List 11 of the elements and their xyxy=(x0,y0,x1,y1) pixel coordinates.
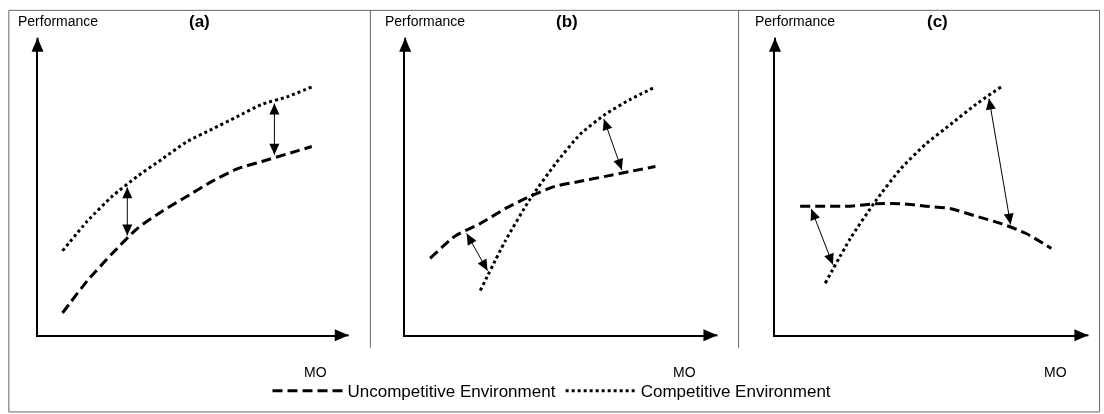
x-axis-title: MO xyxy=(1044,364,1067,380)
x-axis-title: MO xyxy=(304,364,327,380)
x-axis-title: MO xyxy=(673,364,696,380)
chart-title: (a) xyxy=(189,12,210,31)
chart-title: (c) xyxy=(927,12,948,31)
y-axis-title: Performance xyxy=(755,13,836,29)
legend-label: Uncompetitive Environment xyxy=(347,382,556,402)
y-axis-title: Performance xyxy=(385,13,466,29)
chart-title: (b) xyxy=(556,12,578,31)
legend-label: Competitive Environment xyxy=(640,382,831,402)
y-axis-title: Performance xyxy=(18,13,99,29)
